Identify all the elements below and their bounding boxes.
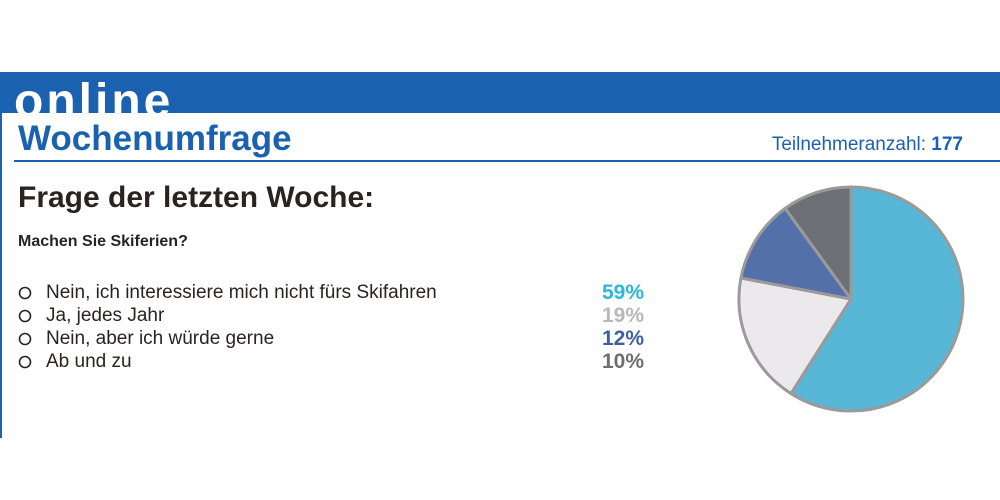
pie-slice-4 <box>783 185 853 301</box>
online-banner: online <box>0 72 1000 113</box>
participant-count-label: Teilnehmeranzahl: <box>771 134 927 155</box>
radio-circle-icon[interactable] <box>18 309 32 323</box>
answer-percent: 10% <box>601 350 644 373</box>
answer-percent: 19% <box>601 304 644 327</box>
answer-percent: 59% <box>601 281 644 304</box>
answer-label: Nein, ich interessiere mich nicht fürs S… <box>46 281 437 303</box>
pie-slice-1 <box>789 185 965 413</box>
page-title: Wochenumfrage <box>18 119 292 158</box>
answer-item[interactable]: Nein, aber ich würde gerne 12% <box>18 327 658 350</box>
results-pie-chart <box>737 185 965 413</box>
answer-item[interactable]: Ja, jedes Jahr 19% <box>18 304 658 327</box>
radio-circle-icon[interactable] <box>18 355 32 369</box>
answer-label: Nein, aber ich würde gerne <box>46 327 275 349</box>
poll-question: Machen Sie Skiferien? <box>18 233 188 250</box>
left-border <box>0 113 2 438</box>
participant-count: Teilnehmeranzahl: 177 <box>772 133 963 157</box>
answer-item[interactable]: Nein, ich interessiere mich nicht fürs S… <box>18 281 658 304</box>
pie-slice-3 <box>739 206 853 301</box>
participant-count-value: 177 <box>931 134 963 155</box>
answer-percent: 12% <box>601 327 644 350</box>
answer-label: Ab und zu <box>46 350 132 372</box>
poll-heading: Frage der letzten Woche: <box>18 181 375 214</box>
radio-circle-icon[interactable] <box>18 286 32 300</box>
answer-label: Ja, jedes Jahr <box>46 304 165 326</box>
title-divider <box>14 160 1000 162</box>
pie-slice-2 <box>737 276 853 396</box>
answer-item[interactable]: Ab und zu 10% <box>18 350 658 373</box>
banner-word: online <box>14 75 174 113</box>
radio-circle-icon[interactable] <box>18 332 32 346</box>
answer-list: Nein, ich interessiere mich nicht fürs S… <box>18 281 658 373</box>
